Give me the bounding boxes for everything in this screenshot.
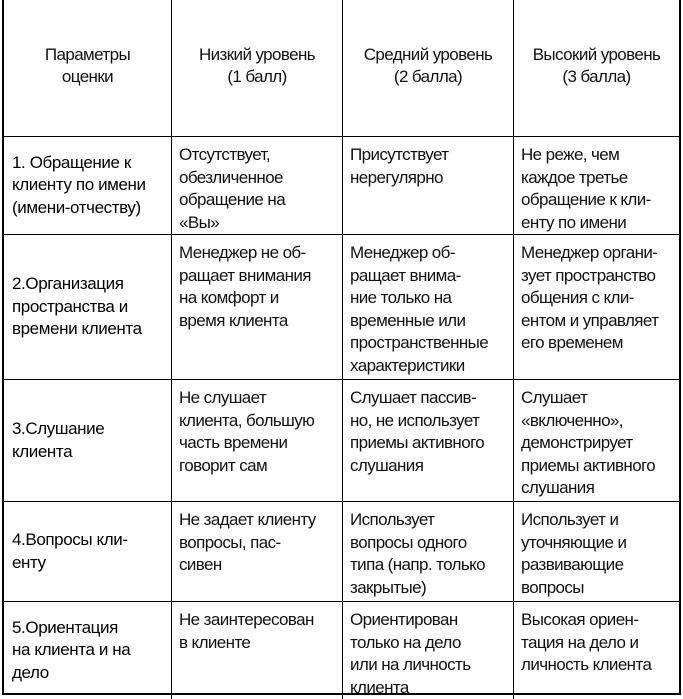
header-cell-text: Средний уровень (2 балла) <box>363 44 493 87</box>
parameter-cell: 5.Ориентация на клиента и на дело <box>4 602 172 699</box>
level-cell: Слушает пассив- но, не использует приемы… <box>343 380 514 502</box>
parameter-cell: 2.Организация пространства и времени кли… <box>4 235 172 380</box>
level-cell: Менеджер не об- ращает внимания на комфо… <box>172 235 343 380</box>
header-cell: Параметры оценки <box>4 0 172 137</box>
header-cell: Средний уровень (2 балла) <box>343 0 514 137</box>
parameter-cell: 4.Вопросы кли- енту <box>4 502 172 602</box>
level-cell-text: Не слушает клиента, большую часть времен… <box>179 388 315 475</box>
header-cell-text: Высокий уровень (3 балла) <box>532 44 661 87</box>
level-cell: Не задает клиенту вопросы, пас- сивен <box>172 502 343 602</box>
parameter-cell-text: 2.Организация пространства и времени кли… <box>12 274 142 339</box>
level-cell: Не слушает клиента, большую часть времен… <box>172 380 343 502</box>
level-cell: Слушает «включенно», демонстрирует прием… <box>514 380 679 502</box>
level-cell: Ориентирован только на дело или на лично… <box>343 602 514 699</box>
parameter-cell-text: 1. Обращение к клиенту по имени (имени-о… <box>12 152 146 217</box>
level-cell-text: Не реже, чем каждое третье обращение к к… <box>521 145 651 232</box>
level-cell-text: Ориентирован только на дело или на лично… <box>350 610 471 697</box>
level-cell: Отсутствует, обезличенное обращение на «… <box>172 137 343 235</box>
level-cell: Использует вопросы одного типа (напр. то… <box>343 502 514 602</box>
header-cell-text: Параметры оценки <box>44 44 131 87</box>
level-cell-text: Не задает клиенту вопросы, пас- сивен <box>179 510 316 574</box>
level-cell-text: Менеджер об- ращает внима- ние только на… <box>350 243 489 375</box>
parameter-cell-text: 5.Ориентация на клиента и на дело <box>12 617 131 682</box>
level-cell-text: Слушает пассив- но, не использует приемы… <box>350 388 485 475</box>
parameter-cell: 1. Обращение к клиенту по имени (имени-о… <box>4 137 172 235</box>
parameter-cell: 3.Слушание клиента <box>4 380 172 502</box>
level-cell-text: Высокая ориен- тация на дело и личность … <box>521 610 652 674</box>
header-cell: Высокий уровень (3 балла) <box>514 0 679 137</box>
parameter-cell-text: 4.Вопросы кли- енту <box>12 530 128 572</box>
level-cell: Менеджер об- ращает внима- ние только на… <box>343 235 514 380</box>
parameter-cell-text: 3.Слушание клиента <box>12 419 105 461</box>
level-cell-text: Менеджер не об- ращает внимания на комфо… <box>179 243 312 330</box>
level-cell-text: Присутствует нерегулярно <box>350 145 449 187</box>
level-cell-text: Отсутствует, обезличенное обращение на «… <box>179 145 286 232</box>
level-cell-text: Использует вопросы одного типа (напр. то… <box>350 510 486 597</box>
header-cell-text: Низкий уровень (1 балл) <box>198 44 316 87</box>
level-cell: Не реже, чем каждое третье обращение к к… <box>514 137 679 235</box>
level-cell-text: Не заинтересован в клиенте <box>179 610 314 652</box>
level-cell: Менеджер органи- зует пространство общен… <box>514 235 679 380</box>
level-cell-text: Использует и уточняющие и развивающие во… <box>521 510 627 597</box>
level-cell: Не заинтересован в клиенте <box>172 602 343 699</box>
level-cell-text: Слушает «включенно», демонстрирует прием… <box>521 388 656 497</box>
level-cell-text: Менеджер органи- зует пространство общен… <box>521 243 659 352</box>
level-cell: Использует и уточняющие и развивающие во… <box>514 502 679 602</box>
level-cell: Присутствует нерегулярно <box>343 137 514 235</box>
level-cell: Высокая ориен- тация на дело и личность … <box>514 602 679 699</box>
header-cell: Низкий уровень (1 балл) <box>172 0 343 137</box>
